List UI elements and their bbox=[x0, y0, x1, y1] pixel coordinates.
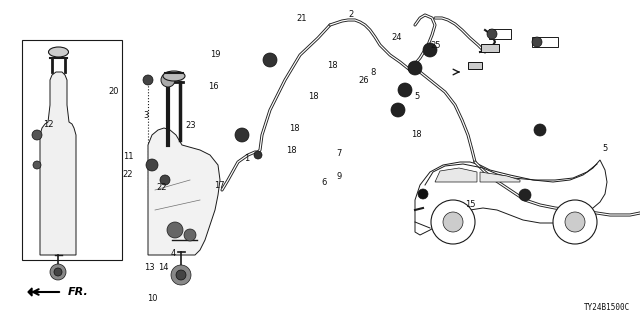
Circle shape bbox=[143, 75, 153, 85]
Text: 9: 9 bbox=[337, 172, 342, 180]
Text: 14: 14 bbox=[158, 263, 168, 272]
Circle shape bbox=[146, 159, 158, 171]
Text: 12: 12 bbox=[43, 120, 53, 129]
Text: 18: 18 bbox=[411, 130, 421, 139]
Text: TY24B1500C: TY24B1500C bbox=[584, 303, 630, 312]
Polygon shape bbox=[435, 168, 477, 182]
Circle shape bbox=[423, 43, 437, 57]
Circle shape bbox=[391, 103, 405, 117]
Ellipse shape bbox=[163, 71, 185, 81]
Text: 11: 11 bbox=[123, 152, 133, 161]
Text: 15: 15 bbox=[465, 200, 476, 209]
Text: 2: 2 bbox=[348, 10, 353, 19]
Polygon shape bbox=[28, 288, 32, 296]
Circle shape bbox=[534, 124, 546, 136]
Bar bbox=[22, 40, 122, 260]
Text: 18: 18 bbox=[289, 124, 300, 133]
Bar bbox=[532, 37, 558, 47]
Circle shape bbox=[176, 270, 186, 280]
Text: 5: 5 bbox=[602, 144, 607, 153]
Bar bbox=[481, 44, 499, 52]
Bar bbox=[489, 29, 511, 39]
Circle shape bbox=[487, 29, 497, 39]
Circle shape bbox=[519, 189, 531, 201]
Circle shape bbox=[408, 61, 422, 75]
Circle shape bbox=[398, 83, 412, 97]
Text: 19: 19 bbox=[211, 50, 221, 59]
Circle shape bbox=[32, 130, 42, 140]
Polygon shape bbox=[40, 72, 76, 255]
Circle shape bbox=[54, 268, 62, 276]
Text: 7: 7 bbox=[337, 149, 342, 158]
Text: 21: 21 bbox=[297, 14, 307, 23]
Circle shape bbox=[161, 73, 175, 87]
Text: 26: 26 bbox=[358, 76, 369, 84]
Circle shape bbox=[254, 151, 262, 159]
Text: 3: 3 bbox=[143, 111, 148, 120]
Text: 4: 4 bbox=[170, 249, 175, 258]
Circle shape bbox=[532, 37, 542, 47]
Text: 22: 22 bbox=[123, 170, 133, 179]
Text: 20: 20 bbox=[109, 87, 119, 96]
Circle shape bbox=[167, 222, 183, 238]
Text: 8: 8 bbox=[371, 68, 376, 76]
Circle shape bbox=[443, 212, 463, 232]
Circle shape bbox=[565, 212, 585, 232]
Text: 23: 23 bbox=[186, 121, 196, 130]
Text: 17: 17 bbox=[214, 181, 225, 190]
Text: 16: 16 bbox=[208, 82, 218, 91]
Circle shape bbox=[431, 200, 475, 244]
Text: 18: 18 bbox=[286, 146, 296, 155]
Circle shape bbox=[553, 200, 597, 244]
Circle shape bbox=[33, 161, 41, 169]
Text: 5: 5 bbox=[415, 92, 420, 100]
Text: 24: 24 bbox=[392, 33, 402, 42]
Text: 6: 6 bbox=[322, 178, 327, 187]
Circle shape bbox=[184, 229, 196, 241]
Bar bbox=[468, 61, 482, 68]
Text: 18: 18 bbox=[328, 61, 338, 70]
Polygon shape bbox=[480, 172, 520, 182]
Text: 18: 18 bbox=[308, 92, 319, 100]
Circle shape bbox=[235, 128, 249, 142]
Circle shape bbox=[171, 265, 191, 285]
Text: 1: 1 bbox=[244, 154, 249, 163]
Polygon shape bbox=[415, 160, 607, 235]
Circle shape bbox=[50, 264, 66, 280]
Text: 25: 25 bbox=[430, 41, 440, 50]
Circle shape bbox=[418, 189, 428, 199]
Circle shape bbox=[263, 53, 277, 67]
Text: 10: 10 bbox=[147, 294, 157, 303]
Text: 13: 13 bbox=[144, 263, 154, 272]
Ellipse shape bbox=[49, 47, 68, 57]
Text: 22: 22 bbox=[157, 183, 167, 192]
Circle shape bbox=[160, 175, 170, 185]
Polygon shape bbox=[148, 128, 220, 255]
Text: FR.: FR. bbox=[68, 287, 89, 297]
